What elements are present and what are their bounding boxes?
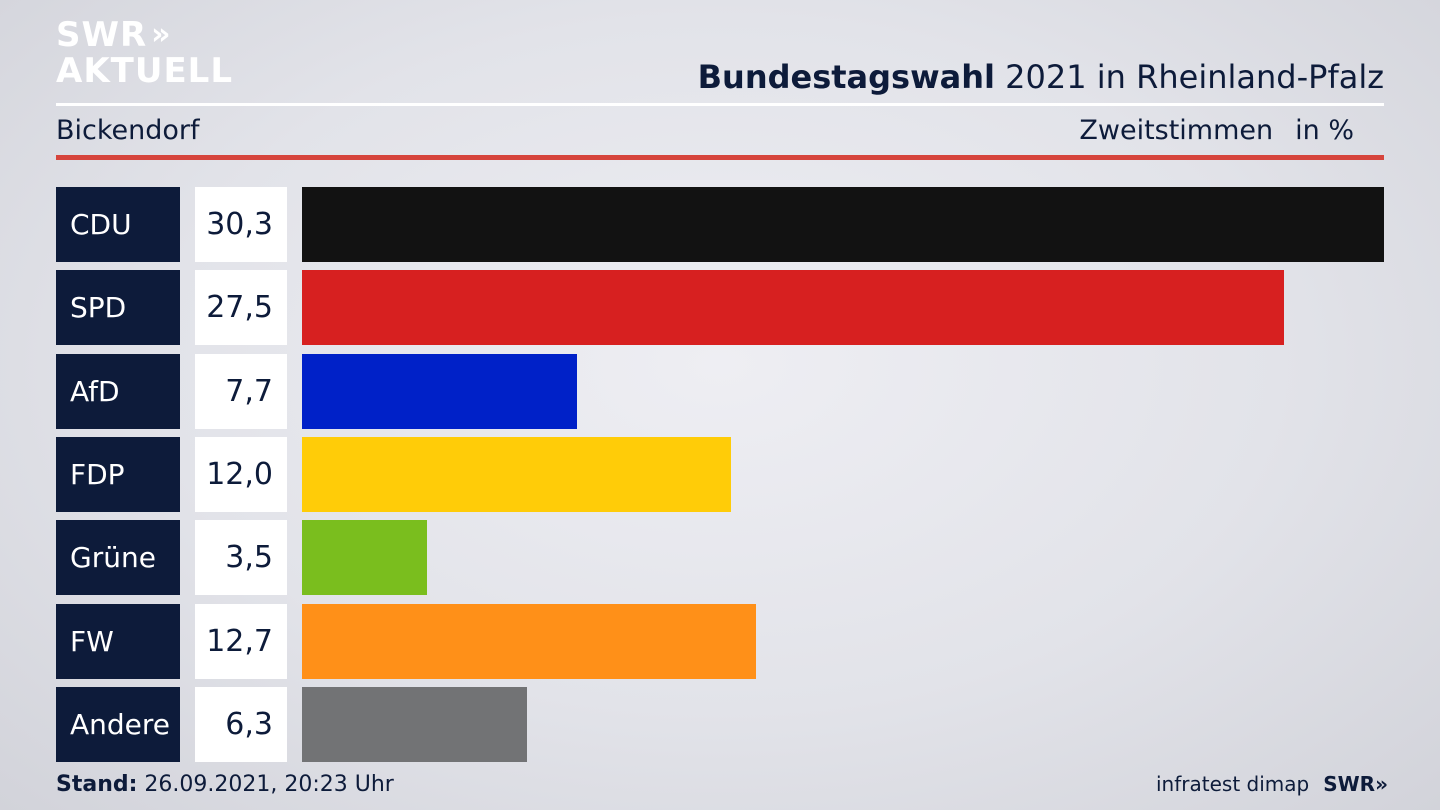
- bar: [302, 603, 756, 679]
- footer-arrows-icon: »: [1375, 772, 1388, 796]
- value-label: 12,7: [195, 603, 287, 679]
- chart-title: Bundestagswahl 2021 in Rheinland-Pfalz: [698, 58, 1384, 96]
- bar: [302, 686, 527, 762]
- source-credit: infratest dimap SWR»: [1156, 772, 1388, 796]
- chart-title-rest: 2021 in Rheinland-Pfalz: [995, 58, 1384, 96]
- timestamp: Stand: 26.09.2021, 20:23 Uhr: [56, 772, 394, 797]
- metric-name: Zweitstimmen: [1079, 115, 1274, 146]
- party-label: FDP: [56, 436, 180, 512]
- value-label: 7,7: [195, 353, 287, 429]
- party-label: SPD: [56, 270, 180, 346]
- timestamp-label: Stand:: [56, 772, 138, 797]
- party-label: Andere: [56, 686, 180, 762]
- bar-row: FW 12,7: [56, 603, 1384, 679]
- swr-aktuell-logo: SWR » AKTUELL: [56, 18, 233, 88]
- party-label: AfD: [56, 353, 180, 429]
- bar-row: FDP 12,0: [56, 436, 1384, 512]
- region-name: Bickendorf: [56, 115, 200, 146]
- logo-arrows-icon: »: [151, 17, 171, 52]
- value-label: 30,3: [195, 187, 287, 262]
- swr-footer-logo: SWR»: [1323, 772, 1388, 796]
- party-label: CDU: [56, 187, 180, 262]
- timestamp-value: 26.09.2021, 20:23 Uhr: [137, 772, 394, 797]
- bar: [302, 187, 1384, 262]
- bar: [302, 436, 731, 512]
- bar-row: Andere 6,3: [56, 686, 1384, 762]
- bar: [302, 270, 1284, 346]
- header-divider: [56, 103, 1384, 106]
- metric-label: Zweitstimmen in %: [1079, 115, 1354, 146]
- bar-row: CDU 30,3: [56, 187, 1384, 262]
- metric-unit: in %: [1295, 115, 1354, 146]
- logo-aktuell-text: AKTUELL: [56, 51, 234, 91]
- footer-brand: SWR: [1323, 772, 1376, 796]
- bar-row: Grüne 3,5: [56, 520, 1384, 596]
- party-label: FW: [56, 603, 180, 679]
- bar: [302, 353, 577, 429]
- value-label: 3,5: [195, 520, 287, 596]
- chart-title-bold: Bundestagswahl: [697, 58, 995, 96]
- party-label: Grüne: [56, 520, 180, 596]
- source-name: infratest dimap: [1156, 772, 1310, 796]
- accent-divider: [56, 155, 1384, 160]
- logo-swr-text: SWR: [56, 15, 148, 55]
- value-label: 27,5: [195, 270, 287, 346]
- bar-row: AfD 7,7: [56, 353, 1384, 429]
- value-label: 6,3: [195, 686, 287, 762]
- bar: [302, 520, 427, 596]
- value-label: 12,0: [195, 436, 287, 512]
- bar-row: SPD 27,5: [56, 270, 1384, 346]
